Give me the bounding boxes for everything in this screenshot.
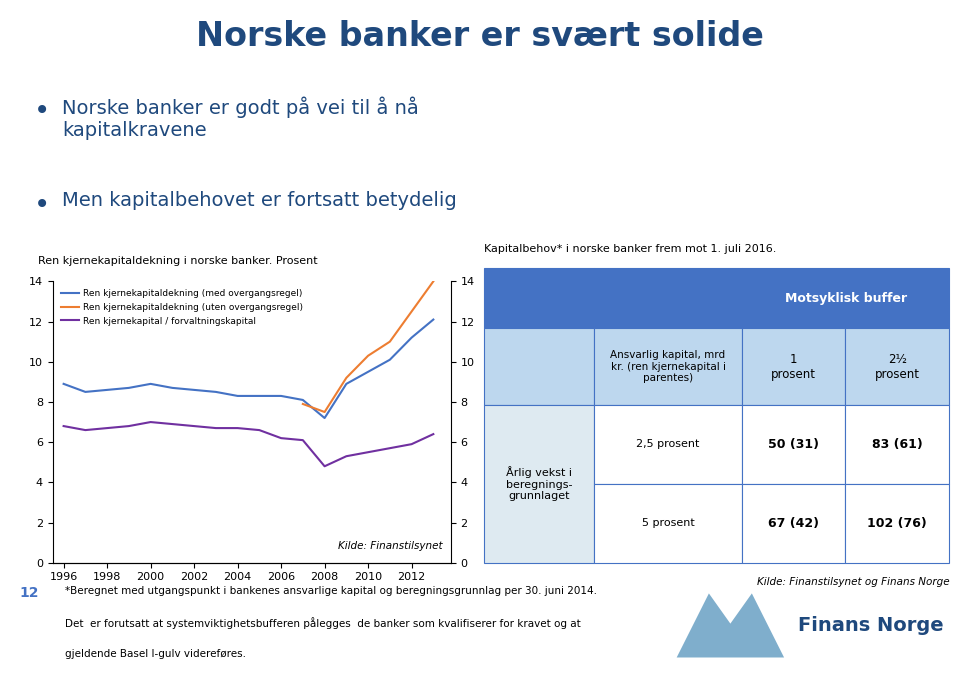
Text: 83 (61): 83 (61)	[872, 438, 923, 451]
Bar	[484, 328, 594, 405]
Bar	[845, 483, 949, 563]
Text: 12: 12	[19, 586, 38, 600]
Text: •: •	[34, 97, 50, 125]
Bar	[845, 405, 949, 483]
Text: Finans Norge: Finans Norge	[798, 616, 943, 635]
Bar	[594, 268, 742, 328]
Text: 102 (76): 102 (76)	[867, 517, 927, 530]
Bar	[742, 405, 845, 483]
Text: Motsyklisk buffer: Motsyklisk buffer	[784, 292, 907, 304]
Text: gjeldende Basel I-gulv videreføres.: gjeldende Basel I-gulv videreføres.	[65, 649, 246, 659]
Bar	[845, 328, 949, 405]
Text: Norske banker er svært solide: Norske banker er svært solide	[196, 20, 763, 53]
Text: Norske banker er godt på vei til å nå
kapitalkravene: Norske banker er godt på vei til å nå ka…	[62, 97, 419, 140]
Text: 2,5 prosent: 2,5 prosent	[637, 439, 700, 450]
Bar	[594, 328, 742, 405]
Bar	[742, 483, 845, 563]
Text: Kilde: Finanstilsynet og Finans Norge: Kilde: Finanstilsynet og Finans Norge	[757, 578, 949, 587]
Text: Kilde: Finanstilsynet: Kilde: Finanstilsynet	[339, 542, 443, 551]
Text: 5 prosent: 5 prosent	[642, 518, 694, 528]
Text: •: •	[34, 191, 50, 218]
Bar	[742, 268, 949, 328]
Bar	[484, 268, 594, 328]
Bar	[594, 483, 742, 563]
Text: Men kapitalbehovet er fortsatt betydelig: Men kapitalbehovet er fortsatt betydelig	[62, 191, 457, 210]
Text: Kapitalbehov* i norske banker frem mot 1. juli 2016.: Kapitalbehov* i norske banker frem mot 1…	[484, 244, 777, 254]
Bar	[594, 405, 742, 483]
Bar	[484, 405, 594, 563]
Polygon shape	[677, 593, 784, 658]
Text: 50 (31): 50 (31)	[768, 438, 819, 451]
Text: Ansvarlig kapital, mrd
kr. (ren kjernekapital i
parentes): Ansvarlig kapital, mrd kr. (ren kjerneka…	[611, 350, 726, 383]
Text: *Beregnet med utgangspunkt i bankenes ansvarlige kapital og beregningsgrunnlag p: *Beregnet med utgangspunkt i bankenes an…	[65, 586, 596, 596]
Text: Årlig vekst i
beregnings-
grunnlaget: Årlig vekst i beregnings- grunnlaget	[505, 466, 573, 502]
Text: 1
prosent: 1 prosent	[771, 353, 816, 380]
Text: 67 (42): 67 (42)	[768, 517, 819, 530]
Text: Ren kjernekapitaldekning i norske banker. Prosent: Ren kjernekapitaldekning i norske banker…	[38, 256, 318, 266]
Bar	[742, 328, 845, 405]
Text: Det  er forutsatt at systemviktighetsbufferen pålegges  de banker som kvalifiser: Det er forutsatt at systemviktighetsbuff…	[65, 618, 580, 629]
Text: 2½
prosent: 2½ prosent	[875, 353, 920, 380]
Legend: Ren kjernekapitaldekning (med overgangsregel), Ren kjernekapitaldekning (uten ov: Ren kjernekapitaldekning (med overgangsr…	[58, 286, 307, 329]
